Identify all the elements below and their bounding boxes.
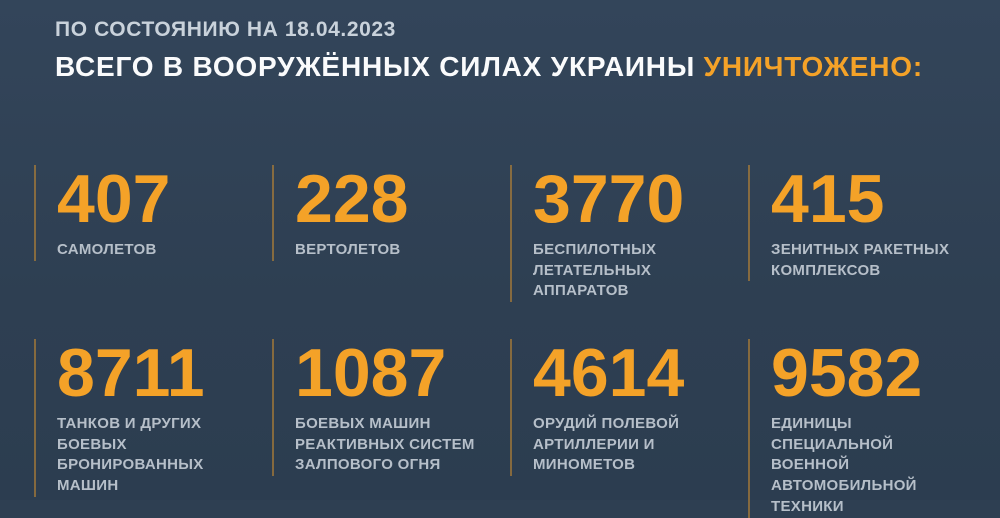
stat-cell-uavs: 3770 БЕСПИЛОТНЫХ ЛЕТАТЕЛЬНЫХ АППАРАТОВ xyxy=(510,165,748,303)
stats-grid: 407 САМОЛЕТОВ 228 ВЕРТОЛЕТОВ 3770 БЕСПИЛ… xyxy=(34,165,986,518)
page-title-main: ВСЕГО В ВООРУЖЁННЫХ СИЛАХ УКРАИНЫ xyxy=(55,51,704,83)
stat-cell-helicopters: 228 ВЕРТОЛЕТОВ xyxy=(272,165,510,261)
stat-value: 415 xyxy=(771,161,885,237)
cell-body: 228 ВЕРТОЛЕТОВ xyxy=(274,165,416,261)
cell-body: 407 САМОЛЕТОВ xyxy=(36,165,178,261)
stat-cell-special-vehicles: 9582 ЕДИНИЦЫ СПЕЦИАЛЬНОЙ ВОЕННОЙ АВТОМОБ… xyxy=(748,339,986,518)
cell-divider xyxy=(272,165,274,261)
stat-cell-mlrs: 1087 БОЕВЫХ МАШИН РЕАКТИВНЫХ СИСТЕМ ЗАЛП… xyxy=(272,339,510,477)
stat-label: ОРУДИЙ ПОЛЕВОЙ АРТИЛЛЕРИИ И МИНОМЕТОВ xyxy=(533,415,680,474)
date-line: ПО СОСТОЯНИЮ НА 18.04.2023 xyxy=(55,18,396,41)
cell-divider xyxy=(34,165,36,261)
cell-body: 1087 БОЕВЫХ МАШИН РЕАКТИВНЫХ СИСТЕМ ЗАЛП… xyxy=(274,339,483,476)
cell-body: 3770 БЕСПИЛОТНЫХ ЛЕТАТЕЛЬНЫХ АППАРАТОВ xyxy=(512,165,748,302)
stat-label: БОЕВЫХ МАШИН РЕАКТИВНЫХ СИСТЕМ ЗАЛПОВОГО… xyxy=(295,415,475,474)
cell-body: 9582 ЕДИНИЦЫ СПЕЦИАЛЬНОЙ ВОЕННОЙ АВТОМОБ… xyxy=(750,339,986,517)
stat-label: ТАНКОВ И ДРУГИХ БОЕВЫХ БРОНИРОВАННЫХ МАШ… xyxy=(57,415,204,495)
stat-label: БЕСПИЛОТНЫХ ЛЕТАТЕЛЬНЫХ АППАРАТОВ xyxy=(533,241,657,300)
stat-value: 3770 xyxy=(533,161,685,237)
page-title: ВСЕГО В ВООРУЖЁННЫХ СИЛАХ УКРАИНЫ УНИЧТО… xyxy=(55,52,1000,81)
cell-divider xyxy=(510,165,512,303)
stat-value: 8711 xyxy=(57,335,205,412)
header: ПО СОСТОЯНИЮ НА 18.04.2023 ВСЕГО В ВООРУ… xyxy=(0,0,1000,81)
cell-divider xyxy=(748,165,750,282)
cell-divider xyxy=(272,339,274,477)
cell-divider xyxy=(748,339,750,518)
cell-body: 8711 ТАНКОВ И ДРУГИХ БОЕВЫХ БРОНИРОВАННЫ… xyxy=(36,339,272,497)
stat-value: 407 xyxy=(57,161,171,237)
cell-divider xyxy=(34,339,36,497)
stat-cell-artillery: 4614 ОРУДИЙ ПОЛЕВОЙ АРТИЛЛЕРИИ И МИНОМЕТ… xyxy=(510,339,748,477)
cell-divider xyxy=(510,339,512,477)
cell-body: 4614 ОРУДИЙ ПОЛЕВОЙ АРТИЛЛЕРИИ И МИНОМЕТ… xyxy=(512,339,748,476)
stat-label: ЕДИНИЦЫ СПЕЦИАЛЬНОЙ ВОЕННОЙ АВТОМОБИЛЬНО… xyxy=(771,415,917,515)
stat-label: ВЕРТОЛЕТОВ xyxy=(295,241,401,258)
stat-cell-planes: 407 САМОЛЕТОВ xyxy=(34,165,272,261)
stat-cell-sam-systems: 415 ЗЕНИТНЫХ РАКЕТНЫХ КОМПЛЕКСОВ xyxy=(748,165,986,282)
page-title-accent: УНИЧТОЖЕНО: xyxy=(703,51,923,83)
stat-value: 228 xyxy=(295,161,409,237)
stat-value: 1087 xyxy=(295,335,447,412)
stat-cell-tanks: 8711 ТАНКОВ И ДРУГИХ БОЕВЫХ БРОНИРОВАННЫ… xyxy=(34,339,272,497)
stat-value: 9582 xyxy=(771,335,923,412)
stat-label: ЗЕНИТНЫХ РАКЕТНЫХ КОМПЛЕКСОВ xyxy=(771,241,950,279)
stat-label: САМОЛЕТОВ xyxy=(57,241,157,258)
stat-value: 4614 xyxy=(533,335,685,412)
cell-body: 415 ЗЕНИТНЫХ РАКЕТНЫХ КОМПЛЕКСОВ xyxy=(750,165,957,281)
